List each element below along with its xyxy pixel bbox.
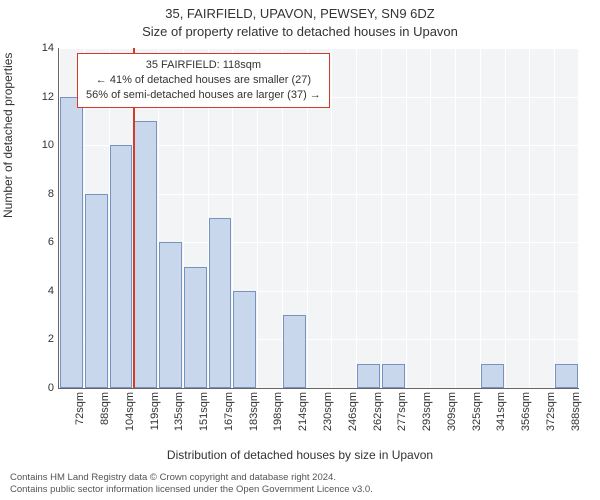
footer-line-1: Contains HM Land Registry data © Crown c… [10,472,590,484]
xtick-label: 104sqm [124,392,136,452]
histogram-bar [209,218,232,388]
gridline-v [430,48,431,388]
histogram-bar [382,364,405,388]
histogram-bar [481,364,504,388]
histogram-bar [60,97,83,388]
histogram-bar [110,145,133,388]
chart-root: 35, FAIRFIELD, UPAVON, PEWSEY, SN9 6DZ S… [0,0,600,500]
histogram-bar [85,194,108,388]
xtick-label: 167sqm [223,392,235,452]
xtick-label: 88sqm [99,392,111,452]
xtick-label: 183sqm [248,392,260,452]
y-axis-label: Number of detached properties [1,53,15,218]
gridline-v [455,48,456,388]
ytick-label: 14 [14,42,54,54]
gridline-v [331,48,332,388]
histogram-bar [134,121,157,388]
title-subtitle: Size of property relative to detached ho… [0,24,600,39]
ytick-label: 6 [14,236,54,248]
histogram-bar [233,291,256,388]
gridline-v [381,48,382,388]
annotation-line-2: ← 41% of detached houses are smaller (27… [86,73,321,88]
ytick-label: 10 [14,139,54,151]
annotation-box: 35 FAIRFIELD: 118sqm← 41% of detached ho… [77,53,330,108]
gridline-v [554,48,555,388]
ytick-label: 12 [14,91,54,103]
xtick-label: 388sqm [570,392,582,452]
xtick-label: 198sqm [272,392,284,452]
xtick-label: 72sqm [74,392,86,452]
histogram-bar [283,315,306,388]
ytick-label: 2 [14,333,54,345]
xtick-label: 372sqm [545,392,557,452]
footer-attribution: Contains HM Land Registry data © Crown c… [10,472,590,496]
histogram-bar [159,242,182,388]
xtick-label: 325sqm [471,392,483,452]
gridline-v [505,48,506,388]
xtick-label: 309sqm [446,392,458,452]
annotation-line-3: 56% of semi-detached houses are larger (… [86,88,321,103]
ytick-label: 0 [14,382,54,394]
xtick-label: 151sqm [198,392,210,452]
xtick-label: 214sqm [297,392,309,452]
xtick-label: 341sqm [495,392,507,452]
histogram-bar [555,364,578,388]
title-address: 35, FAIRFIELD, UPAVON, PEWSEY, SN9 6DZ [0,6,600,21]
annotation-line-1: 35 FAIRFIELD: 118sqm [86,58,321,73]
ytick-label: 8 [14,188,54,200]
plot-area: 35 FAIRFIELD: 118sqm← 41% of detached ho… [58,48,579,389]
xtick-label: 230sqm [322,392,334,452]
gridline-v [406,48,407,388]
xtick-label: 119sqm [149,392,161,452]
xtick-label: 356sqm [520,392,532,452]
gridline-h [59,48,579,49]
gridline-v [480,48,481,388]
xtick-label: 277sqm [396,392,408,452]
histogram-bar [184,267,207,388]
xtick-label: 246sqm [347,392,359,452]
gridline-v [356,48,357,388]
gridline-v [529,48,530,388]
ytick-label: 4 [14,285,54,297]
histogram-bar [357,364,380,388]
gridline-v [578,48,579,388]
footer-line-2: Contains public sector information licen… [10,484,590,496]
xtick-label: 135sqm [173,392,185,452]
xtick-label: 293sqm [421,392,433,452]
xtick-label: 262sqm [372,392,384,452]
